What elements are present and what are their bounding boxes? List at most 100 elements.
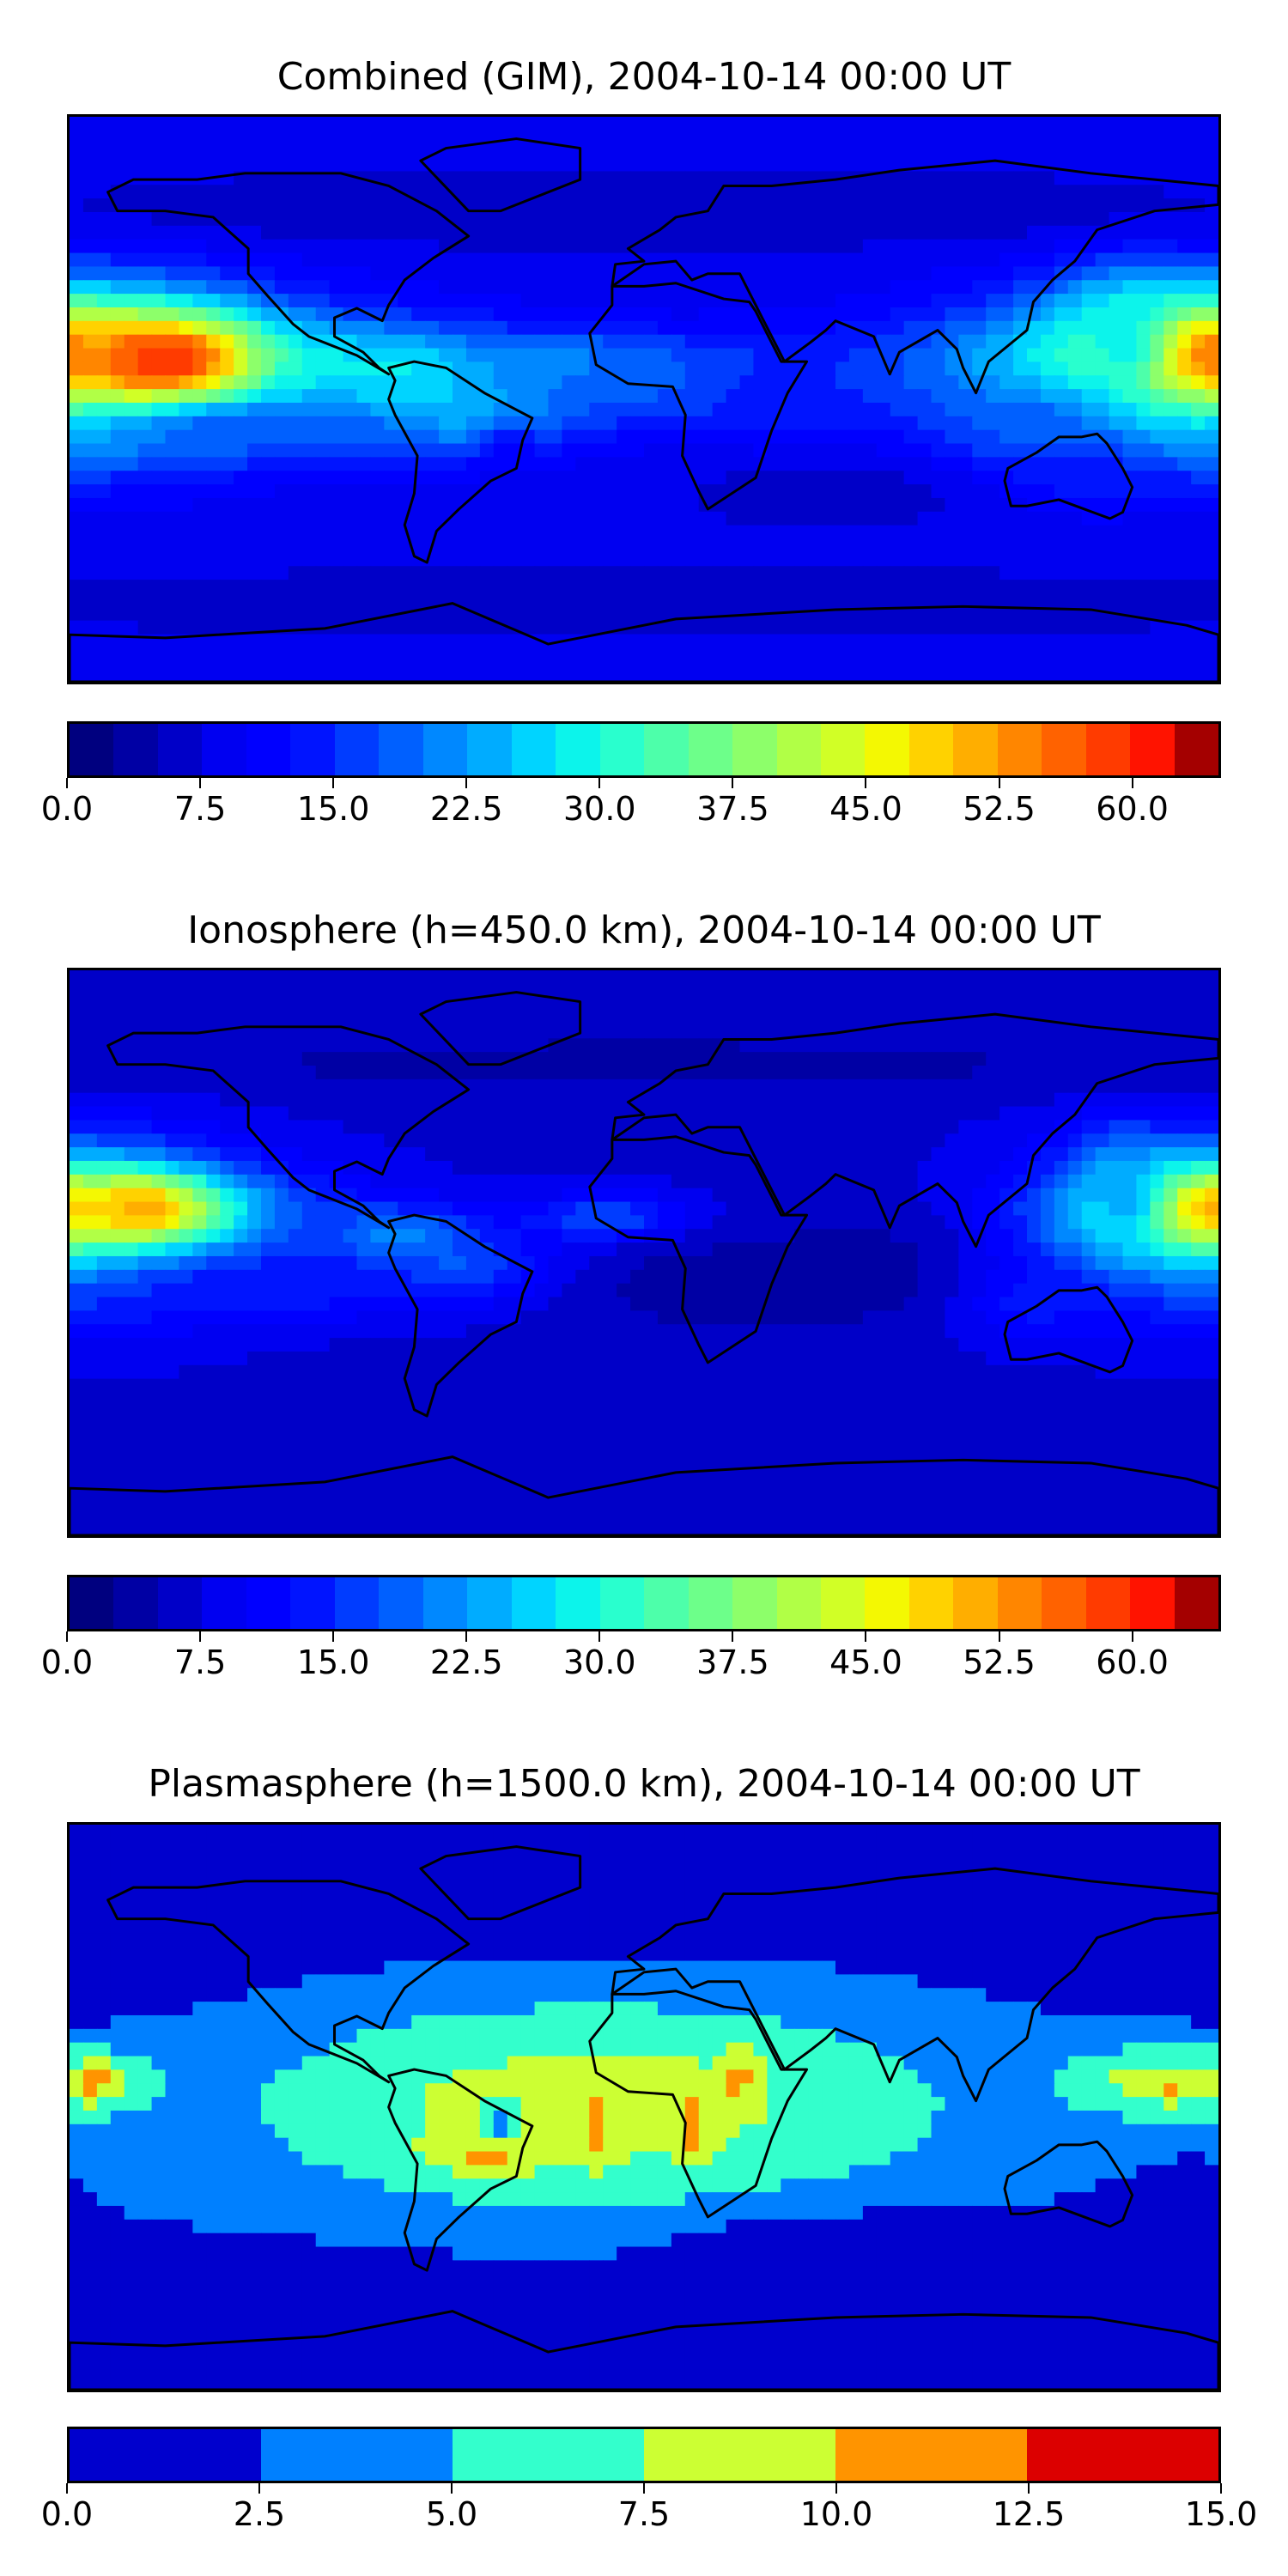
field-cell: [1163, 634, 1178, 648]
field-cell: [261, 1065, 276, 1080]
field-cell: [876, 117, 891, 131]
field-cell: [137, 484, 153, 499]
field-cell: [684, 511, 700, 526]
field-cell: [343, 471, 358, 485]
field-cell: [343, 1078, 358, 1094]
field-cell: [630, 320, 645, 336]
field-cell: [876, 1160, 891, 1176]
field-cell: [698, 1160, 714, 1176]
field-cell: [1040, 429, 1055, 445]
field-cell: [808, 225, 823, 240]
field-cell: [958, 1092, 973, 1108]
field-cell: [165, 198, 180, 213]
field-cell: [848, 375, 864, 390]
field-cell: [192, 117, 207, 131]
field-cell: [206, 429, 221, 445]
field-cell: [1205, 970, 1218, 985]
field-cell: [507, 970, 522, 985]
field-cell: [247, 294, 262, 308]
field-cell: [520, 211, 536, 227]
field-cell: [1177, 375, 1192, 390]
field-cell: [657, 198, 672, 213]
field-cell: [876, 280, 891, 295]
field-cell: [479, 1078, 495, 1094]
field-cell: [179, 1174, 193, 1189]
field-cell: [739, 402, 755, 417]
field-cell: [603, 1024, 617, 1039]
field-cell: [589, 307, 604, 322]
field-cell: [96, 511, 112, 526]
field-cell: [206, 294, 221, 308]
field-cell: [234, 552, 248, 567]
field-cell: [274, 1092, 289, 1108]
field-cell: [288, 171, 303, 185]
field-cell: [1109, 185, 1124, 199]
field-cell: [862, 566, 878, 580]
field-cell: [972, 334, 987, 349]
field-cell: [151, 1024, 167, 1039]
field-cell: [575, 402, 590, 417]
field-cell: [465, 280, 481, 295]
field-cell: [671, 239, 686, 254]
field-cell: [1122, 647, 1138, 662]
field-cell: [876, 211, 891, 227]
field-cell: [206, 402, 221, 417]
field-cell: [370, 675, 385, 682]
field-cell: [398, 675, 412, 682]
field-cell: [315, 361, 331, 376]
field-cell: [684, 171, 700, 185]
field-cell: [794, 983, 809, 999]
field-cell: [179, 606, 193, 622]
field-cell: [96, 1078, 112, 1094]
field-cell: [657, 171, 672, 185]
field-cell: [192, 334, 207, 349]
tick-label: 52.5: [963, 790, 1036, 828]
field-cell: [192, 1038, 207, 1053]
field-cell: [110, 525, 125, 540]
field-cell: [206, 334, 221, 349]
field-cell: [274, 1106, 289, 1121]
field-cell: [698, 970, 714, 985]
field-cell: [315, 320, 331, 336]
field-cell: [835, 1065, 850, 1080]
field-cell: [398, 471, 412, 485]
field-cell: [507, 552, 522, 567]
field-cell: [425, 443, 440, 458]
field-cell: [1122, 1011, 1138, 1026]
field-cell: [671, 970, 686, 985]
field-cell: [630, 511, 645, 526]
field-cell: [507, 661, 522, 676]
field-cell: [931, 185, 946, 199]
field-cell: [1122, 389, 1138, 404]
field-cell: [739, 997, 755, 1012]
field-cell: [465, 1120, 481, 1134]
field-cell: [301, 375, 317, 390]
field-cell: [520, 225, 536, 240]
field-cell: [986, 143, 1000, 159]
field-cell: [958, 592, 973, 608]
field-cell: [958, 538, 973, 553]
field-cell: [712, 634, 727, 648]
field-cell: [986, 1078, 1000, 1094]
field-cell: [999, 1092, 1014, 1108]
field-cell: [848, 252, 864, 268]
field-cell: [794, 1052, 809, 1066]
field-cell: [698, 647, 714, 662]
field-cell: [931, 471, 946, 485]
field-cell: [1150, 252, 1164, 268]
field-cell: [1205, 361, 1218, 376]
field-cell: [903, 266, 919, 281]
colorbar-level: [1130, 724, 1175, 775]
field-cell: [425, 307, 440, 322]
field-cell: [1095, 198, 1110, 213]
field-cell: [370, 525, 385, 540]
field-cell: [520, 1078, 536, 1094]
field-cell: [848, 143, 864, 159]
field-cell: [165, 416, 180, 431]
field-cell: [151, 117, 167, 131]
field-cell: [712, 1092, 727, 1108]
field-cell: [712, 320, 727, 336]
field-cell: [220, 443, 234, 458]
field-cell: [1027, 1120, 1042, 1134]
field-cell: [165, 606, 180, 622]
